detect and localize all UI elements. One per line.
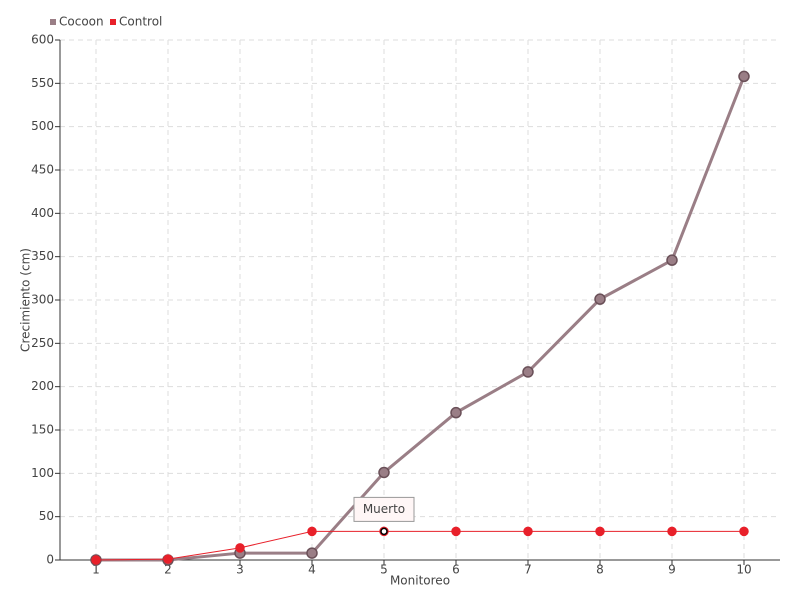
y-tick-label: 100 [31,466,54,480]
annotation: Muerto [353,496,415,522]
annotation-text: Muerto [363,502,405,516]
data-point [91,555,101,565]
x-tick-label: 3 [236,563,244,577]
y-tick-label: 200 [31,379,54,393]
y-tick-label: 500 [31,119,54,133]
data-point [522,366,534,378]
data-point [738,70,750,83]
x-tick-label: 6 [452,563,460,577]
y-tick-label: 150 [31,423,54,437]
series-line [96,75,746,562]
legend-marker [110,19,116,25]
data-point [595,526,605,537]
data-point [667,526,677,537]
series-line [95,530,744,561]
data-point [450,406,462,419]
y-axis-label: Crecimiento (cm) [19,248,33,352]
data-point [163,554,173,564]
x-tick-label: 4 [308,563,316,577]
data-point [235,543,245,553]
x-tick-label: 8 [596,563,604,577]
data-point [378,466,390,479]
y-tick-label: 350 [31,249,54,263]
y-tick-label: 450 [31,163,54,177]
data-point [594,293,606,305]
data-point [739,526,749,537]
x-tick-label: 1 [92,563,100,577]
x-tick-label: 5 [380,563,388,577]
annotation-point [380,527,388,536]
legend-label: Control [119,15,162,29]
data-point [666,254,678,266]
data-point [523,526,533,537]
x-tick-label: 7 [524,563,532,577]
legend-label: Cocoon [59,15,104,29]
y-tick-label: 50 [39,509,54,523]
x-tick-label: 10 [736,563,751,577]
y-tick-label: 400 [31,206,54,220]
x-tick-label: 2 [164,563,172,577]
y-tick-label: 600 [31,33,54,47]
annotation-box [353,496,415,522]
x-tick-label: 9 [668,563,676,577]
x-axis-label: Monitoreo [390,574,450,588]
y-tick-label: 250 [31,336,54,350]
data-point [307,526,317,537]
y-tick-label: 300 [31,293,54,307]
data-point [451,526,461,537]
y-tick-label: 0 [46,553,54,567]
legend-marker [50,19,56,25]
data-point [306,547,318,559]
y-tick-label: 550 [31,76,54,90]
